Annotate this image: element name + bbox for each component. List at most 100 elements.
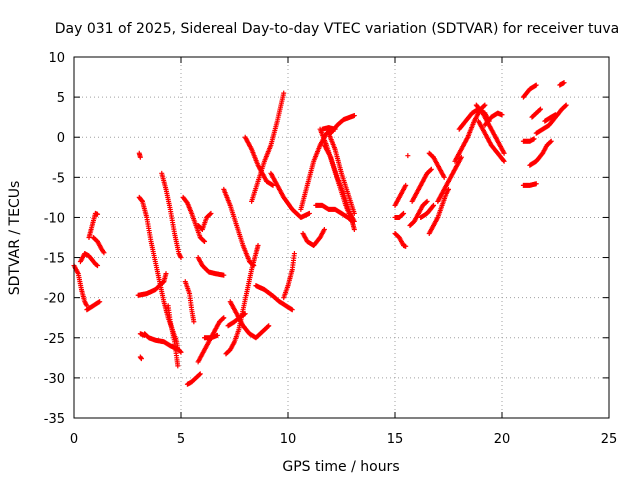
- series-arc29: [281, 251, 297, 301]
- data-point: [548, 138, 554, 144]
- series-arc34: [321, 142, 357, 224]
- x-tick-label: 15: [387, 432, 404, 447]
- data-point: [400, 211, 406, 217]
- data-point: [208, 210, 214, 216]
- series-arc35: [326, 130, 357, 216]
- data-point: [548, 139, 554, 145]
- data-point: [533, 82, 539, 88]
- data-point: [431, 202, 437, 208]
- data-point: [281, 90, 287, 96]
- series-arc04: [90, 235, 107, 256]
- series-arc56: [527, 138, 554, 168]
- series-arc37: [319, 125, 338, 132]
- data-point: [220, 315, 226, 321]
- x-axis-label: GPS time / hours: [282, 459, 399, 475]
- data-point: [214, 332, 220, 338]
- data-point: [95, 211, 101, 217]
- series-arc24: [221, 186, 257, 269]
- y-tick-label: -35: [44, 412, 65, 427]
- data-point: [265, 323, 271, 329]
- series-arc12: [159, 170, 184, 261]
- series-arc05: [84, 299, 103, 313]
- data-point: [101, 250, 107, 256]
- series-arc52: [482, 110, 505, 128]
- series-arc47: [435, 154, 464, 204]
- x-tick-label: 10: [280, 432, 297, 447]
- series-arc16: [182, 279, 197, 325]
- data-point: [446, 186, 451, 192]
- data-point: [291, 251, 297, 257]
- data-series: [71, 80, 569, 387]
- data-point: [403, 182, 409, 188]
- series-arc26: [242, 134, 276, 188]
- series-arc45: [426, 150, 447, 180]
- data-point: [351, 218, 357, 224]
- data-point: [351, 210, 357, 216]
- series-arc41: [405, 153, 411, 159]
- series-arc20: [202, 332, 220, 341]
- data-point: [266, 323, 272, 329]
- data-point: [191, 319, 197, 325]
- data-point: [255, 243, 261, 249]
- series-arc07: [136, 194, 181, 353]
- data-point: [242, 311, 248, 317]
- data-point: [563, 102, 569, 108]
- data-point: [401, 210, 407, 216]
- data-point: [561, 80, 567, 86]
- series-arc11: [137, 354, 144, 362]
- data-point: [533, 181, 539, 187]
- data-point: [351, 226, 357, 232]
- data-point: [332, 126, 338, 132]
- data-point: [207, 211, 213, 217]
- data-point: [538, 106, 544, 112]
- series-arc36: [328, 113, 357, 136]
- series-arc55: [520, 136, 537, 144]
- series-arc14: [180, 194, 208, 245]
- series-arc43: [409, 166, 434, 204]
- data-point: [177, 348, 183, 354]
- series-arc31: [298, 128, 334, 212]
- series-arc02: [77, 251, 101, 269]
- data-point: [306, 210, 312, 216]
- data-point: [428, 166, 434, 172]
- data-point: [178, 349, 184, 355]
- series-arc25: [249, 90, 287, 204]
- data-point: [531, 136, 537, 142]
- data-point: [250, 262, 256, 268]
- series-arc18: [184, 371, 203, 387]
- y-tick-label: 5: [57, 91, 65, 106]
- data-point: [289, 307, 295, 313]
- data-point: [403, 243, 409, 249]
- series-arc17: [195, 255, 227, 278]
- y-tick-label: 10: [48, 51, 65, 66]
- series-arc27: [268, 170, 312, 220]
- data-point: [501, 158, 507, 164]
- y-tick-label: -10: [44, 211, 65, 226]
- x-tick-label: 5: [177, 432, 185, 447]
- series-arc08: [135, 271, 169, 298]
- series-arc38: [392, 182, 409, 208]
- data-point: [163, 271, 169, 277]
- data-point: [142, 332, 148, 338]
- data-point: [562, 103, 568, 109]
- x-tick-label: 25: [601, 432, 618, 447]
- series-arc28: [253, 283, 295, 313]
- data-point: [197, 372, 203, 378]
- series-arc10: [137, 331, 148, 338]
- data-point: [501, 150, 507, 156]
- data-point: [95, 263, 101, 269]
- data-point: [441, 174, 447, 180]
- data-point: [202, 239, 208, 245]
- data-point: [424, 198, 430, 204]
- data-point: [175, 363, 181, 369]
- data-point: [201, 238, 207, 244]
- data-point: [482, 102, 488, 108]
- y-tick-label: -20: [44, 292, 65, 307]
- x-tick-label: 20: [494, 432, 511, 447]
- axis-ticks: 0 5 10 15 20 25 -35 -30 -25 -20 -15 -10 -5 0 5 10: [44, 51, 618, 447]
- data-point: [139, 198, 145, 204]
- series-arc44: [418, 202, 437, 220]
- data-point: [423, 199, 429, 205]
- data-point: [138, 356, 144, 362]
